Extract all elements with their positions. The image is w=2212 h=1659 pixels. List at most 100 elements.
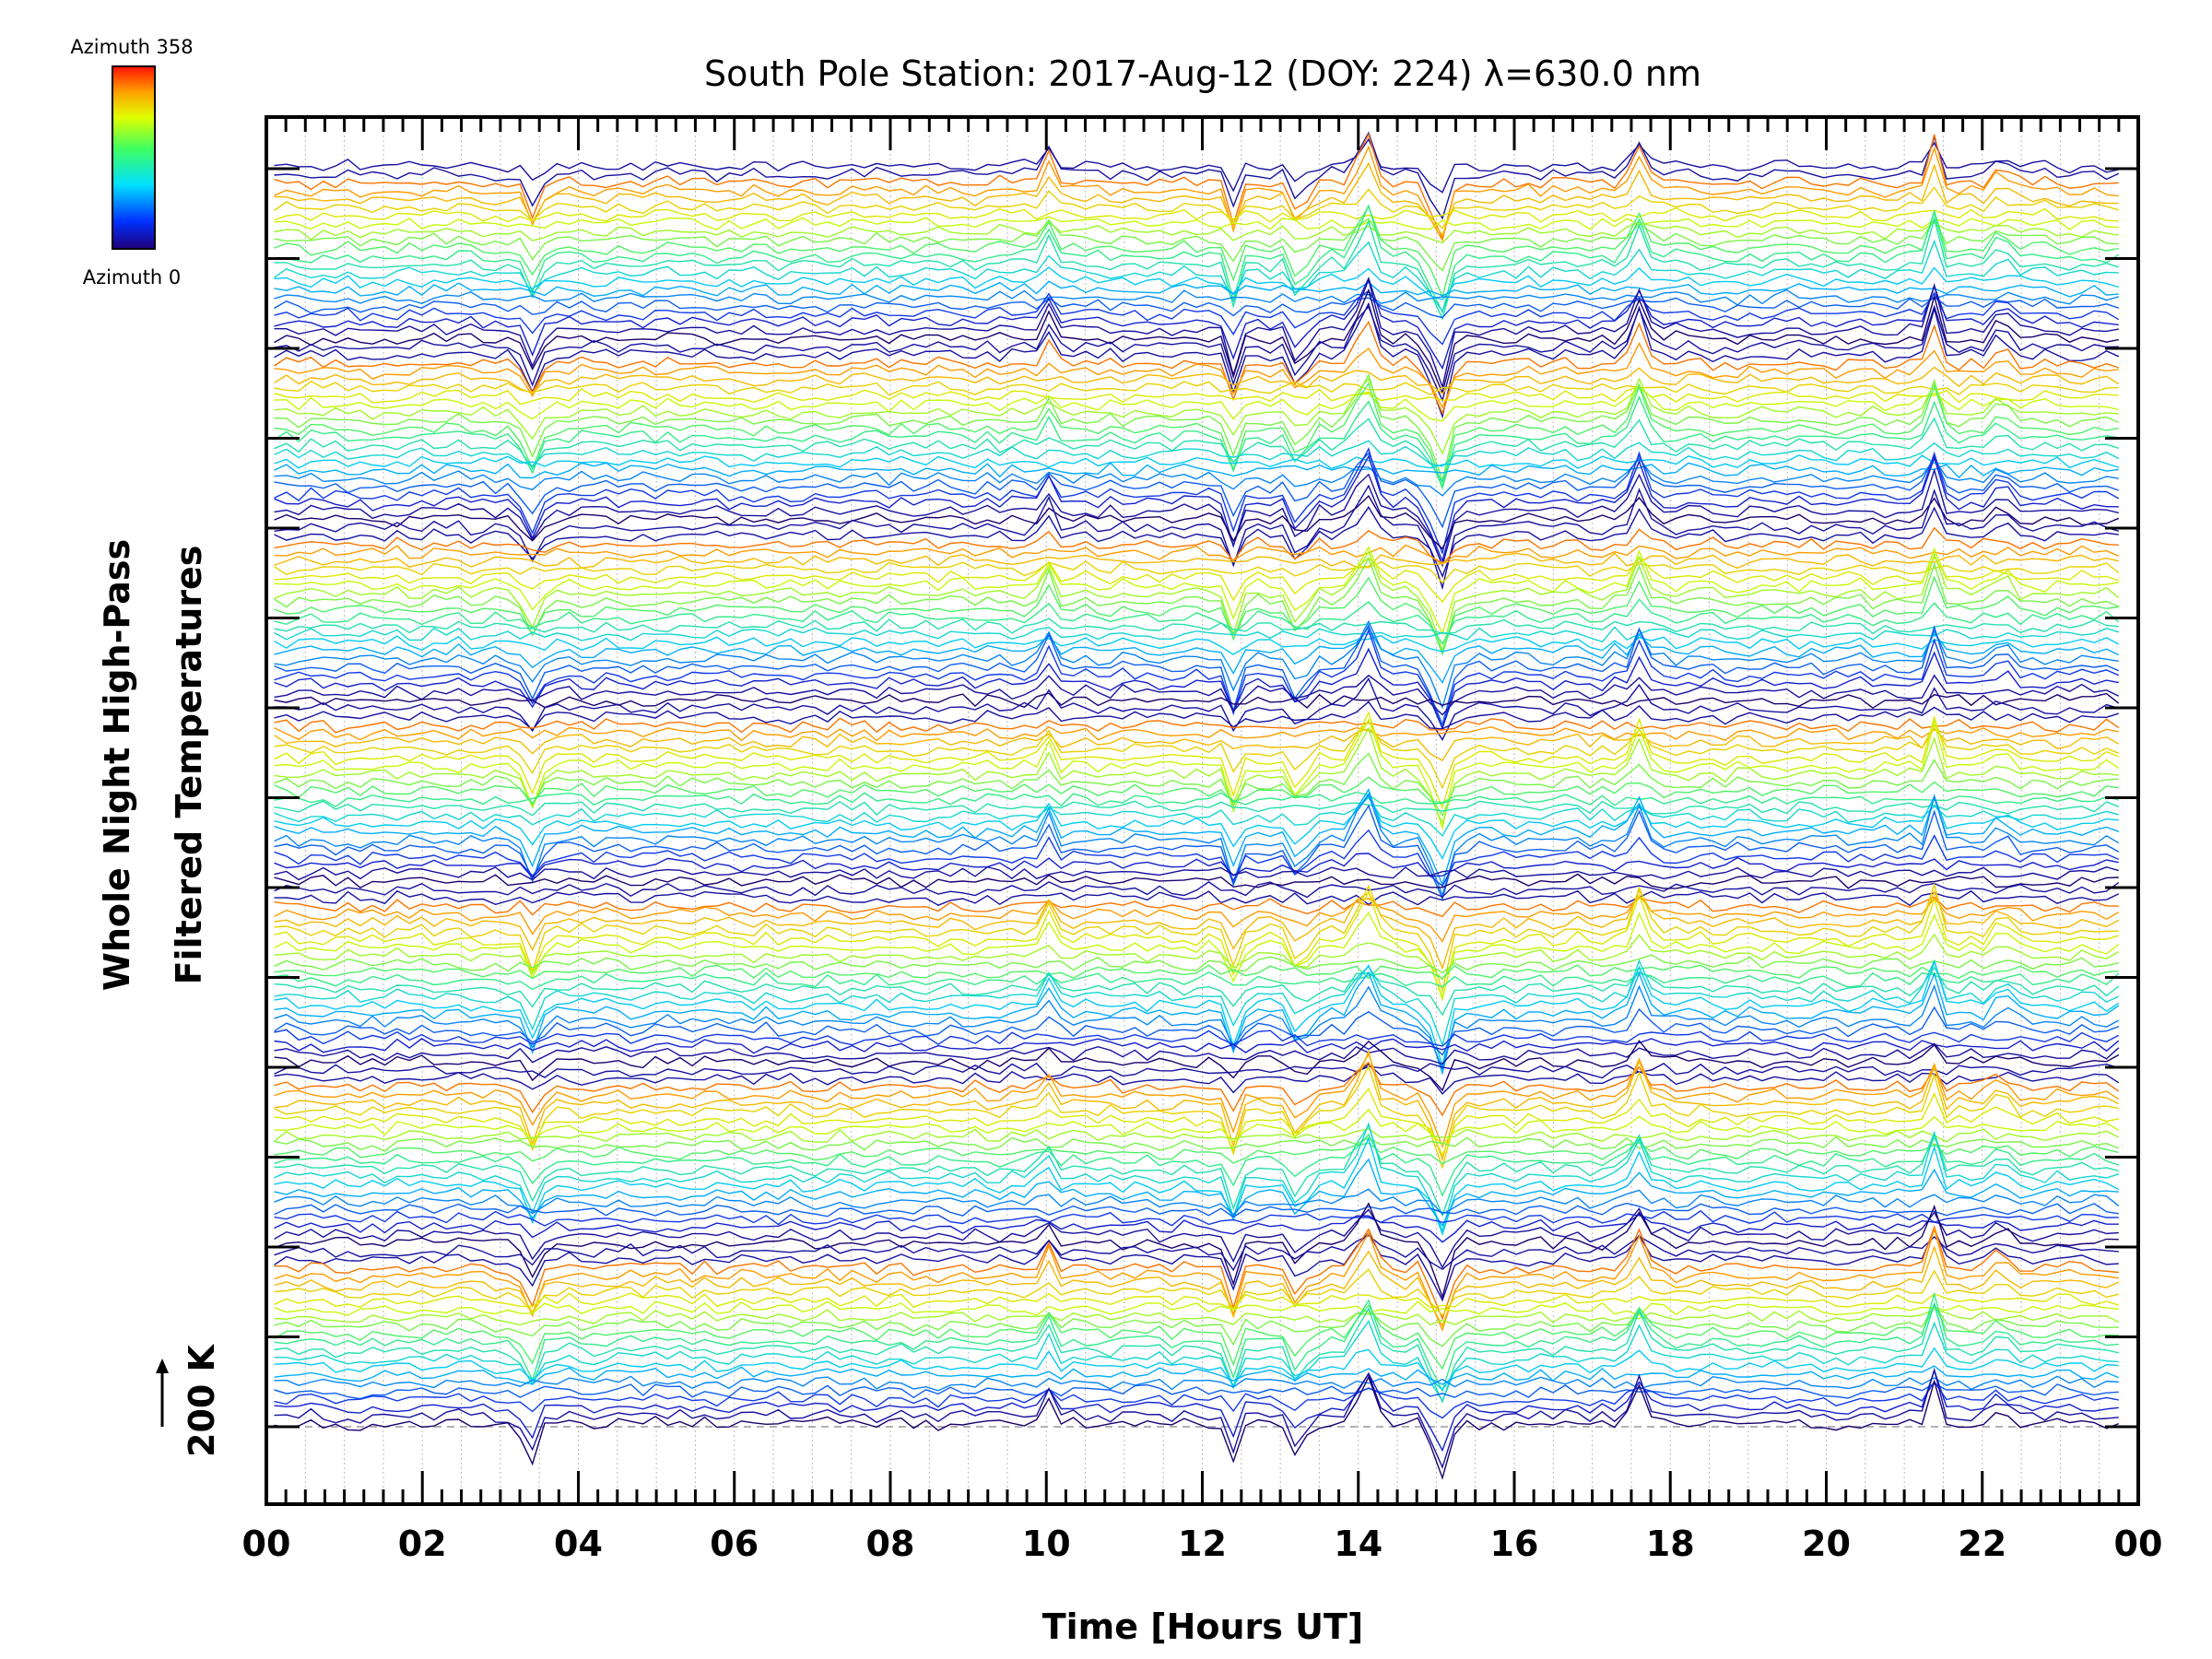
colorbar-bottom-label: Azimuth 0 xyxy=(83,266,182,288)
series-line xyxy=(274,484,2120,591)
series-line xyxy=(274,720,2120,790)
series-line xyxy=(274,131,2120,220)
series-line xyxy=(274,1320,2119,1403)
x-tick-label: 10 xyxy=(1022,1524,1071,1564)
series-line xyxy=(274,276,2119,371)
series-line xyxy=(274,1367,2119,1469)
series-line xyxy=(274,526,2119,566)
series-line xyxy=(274,959,2120,1048)
series-line xyxy=(274,623,2120,727)
series-line xyxy=(274,1301,2119,1404)
series-line xyxy=(274,1136,2120,1237)
series-line xyxy=(274,289,2120,346)
series-line xyxy=(274,1347,2119,1392)
x-tick-label: 06 xyxy=(710,1524,759,1564)
series-line xyxy=(274,1049,2120,1162)
series-line xyxy=(274,674,2120,716)
colorbar-legend: Azimuth 358 Azimuth 0 xyxy=(70,36,193,288)
series-line xyxy=(274,677,2119,742)
series-line xyxy=(274,853,2119,879)
x-tick-label: 02 xyxy=(398,1524,447,1564)
series-line xyxy=(274,618,2119,635)
series-line xyxy=(274,380,2119,396)
series-line xyxy=(274,912,2120,1000)
series-line xyxy=(274,1308,2120,1326)
series-line xyxy=(274,873,2119,889)
series-line xyxy=(274,1064,2119,1170)
series-line xyxy=(274,544,2120,564)
series-line xyxy=(274,791,2119,808)
x-tick-label: 22 xyxy=(1958,1524,2006,1564)
series-line xyxy=(274,216,2120,321)
trace-layer xyxy=(274,131,2120,1480)
y-axis-label-line2: Filtered Temperatures xyxy=(169,546,209,985)
series-line xyxy=(274,1133,2120,1197)
series-line xyxy=(274,385,2119,406)
series-line xyxy=(274,1213,2119,1243)
series-line xyxy=(274,1202,2119,1218)
series-line xyxy=(274,647,2119,731)
series-line xyxy=(274,1053,2120,1149)
series-line xyxy=(274,598,2120,645)
series-line xyxy=(274,386,2119,422)
x-tick-label: 00 xyxy=(2114,1524,2163,1564)
series-line xyxy=(274,725,2119,742)
series-line xyxy=(274,1029,2120,1047)
series-line xyxy=(274,377,2119,455)
series-line xyxy=(274,239,2119,313)
scale-marker: 200 K xyxy=(156,1343,222,1457)
x-tick-label: 12 xyxy=(1178,1524,1227,1564)
series-line xyxy=(274,1128,2120,1143)
x-tick-label: 00 xyxy=(242,1524,291,1564)
series-line xyxy=(274,557,2120,657)
series-line xyxy=(274,619,2119,710)
series-line xyxy=(274,1038,2120,1054)
series-line xyxy=(274,506,2119,579)
series-line xyxy=(274,1226,2119,1333)
series-line xyxy=(274,218,2119,272)
series-line xyxy=(274,1292,2120,1310)
series-line xyxy=(274,216,2119,231)
axes xyxy=(265,115,2140,1506)
series-line xyxy=(274,133,2119,241)
series-line xyxy=(274,983,2120,1071)
series-line xyxy=(274,452,2120,529)
series-line xyxy=(274,788,2120,887)
series-line xyxy=(274,626,2120,643)
colorbar-top-label: Azimuth 358 xyxy=(70,36,193,58)
series-line xyxy=(274,711,2120,810)
series-line xyxy=(274,1061,2120,1117)
series-line xyxy=(274,882,2119,994)
series-line xyxy=(274,626,2120,684)
x-tick-labels: 00 02 04 06 08 10 12 14 16 18 20 22 00 xyxy=(242,1524,2163,1564)
series-line xyxy=(274,1291,2119,1393)
series-line xyxy=(274,804,2120,901)
series-line xyxy=(274,280,2119,298)
series-line xyxy=(274,304,2119,403)
series-line xyxy=(274,889,2120,907)
series-line xyxy=(274,964,2119,980)
scale-label: 200 K xyxy=(182,1343,222,1457)
series-line xyxy=(274,277,2119,390)
series-line xyxy=(274,137,2119,194)
series-line xyxy=(274,1122,2120,1233)
series-line xyxy=(274,933,2120,981)
series-line xyxy=(274,629,2120,731)
series-line xyxy=(274,752,2119,818)
series-line xyxy=(274,1135,2120,1152)
series-line xyxy=(274,205,2119,299)
series-line xyxy=(274,881,2120,899)
x-tick-label: 16 xyxy=(1490,1524,1539,1564)
series-line xyxy=(274,793,2120,898)
series-line xyxy=(274,394,2119,490)
series-line xyxy=(274,1228,2119,1302)
series-line xyxy=(274,1142,2119,1165)
series-line xyxy=(274,1234,2119,1272)
series-line xyxy=(274,1224,2119,1321)
series-line xyxy=(274,1300,2119,1316)
series-line xyxy=(274,494,2120,550)
x-axis-label: Time [Hours UT] xyxy=(1042,1606,1364,1647)
series-line xyxy=(274,560,2120,584)
series-line xyxy=(274,1063,2120,1095)
series-line xyxy=(274,204,2120,314)
